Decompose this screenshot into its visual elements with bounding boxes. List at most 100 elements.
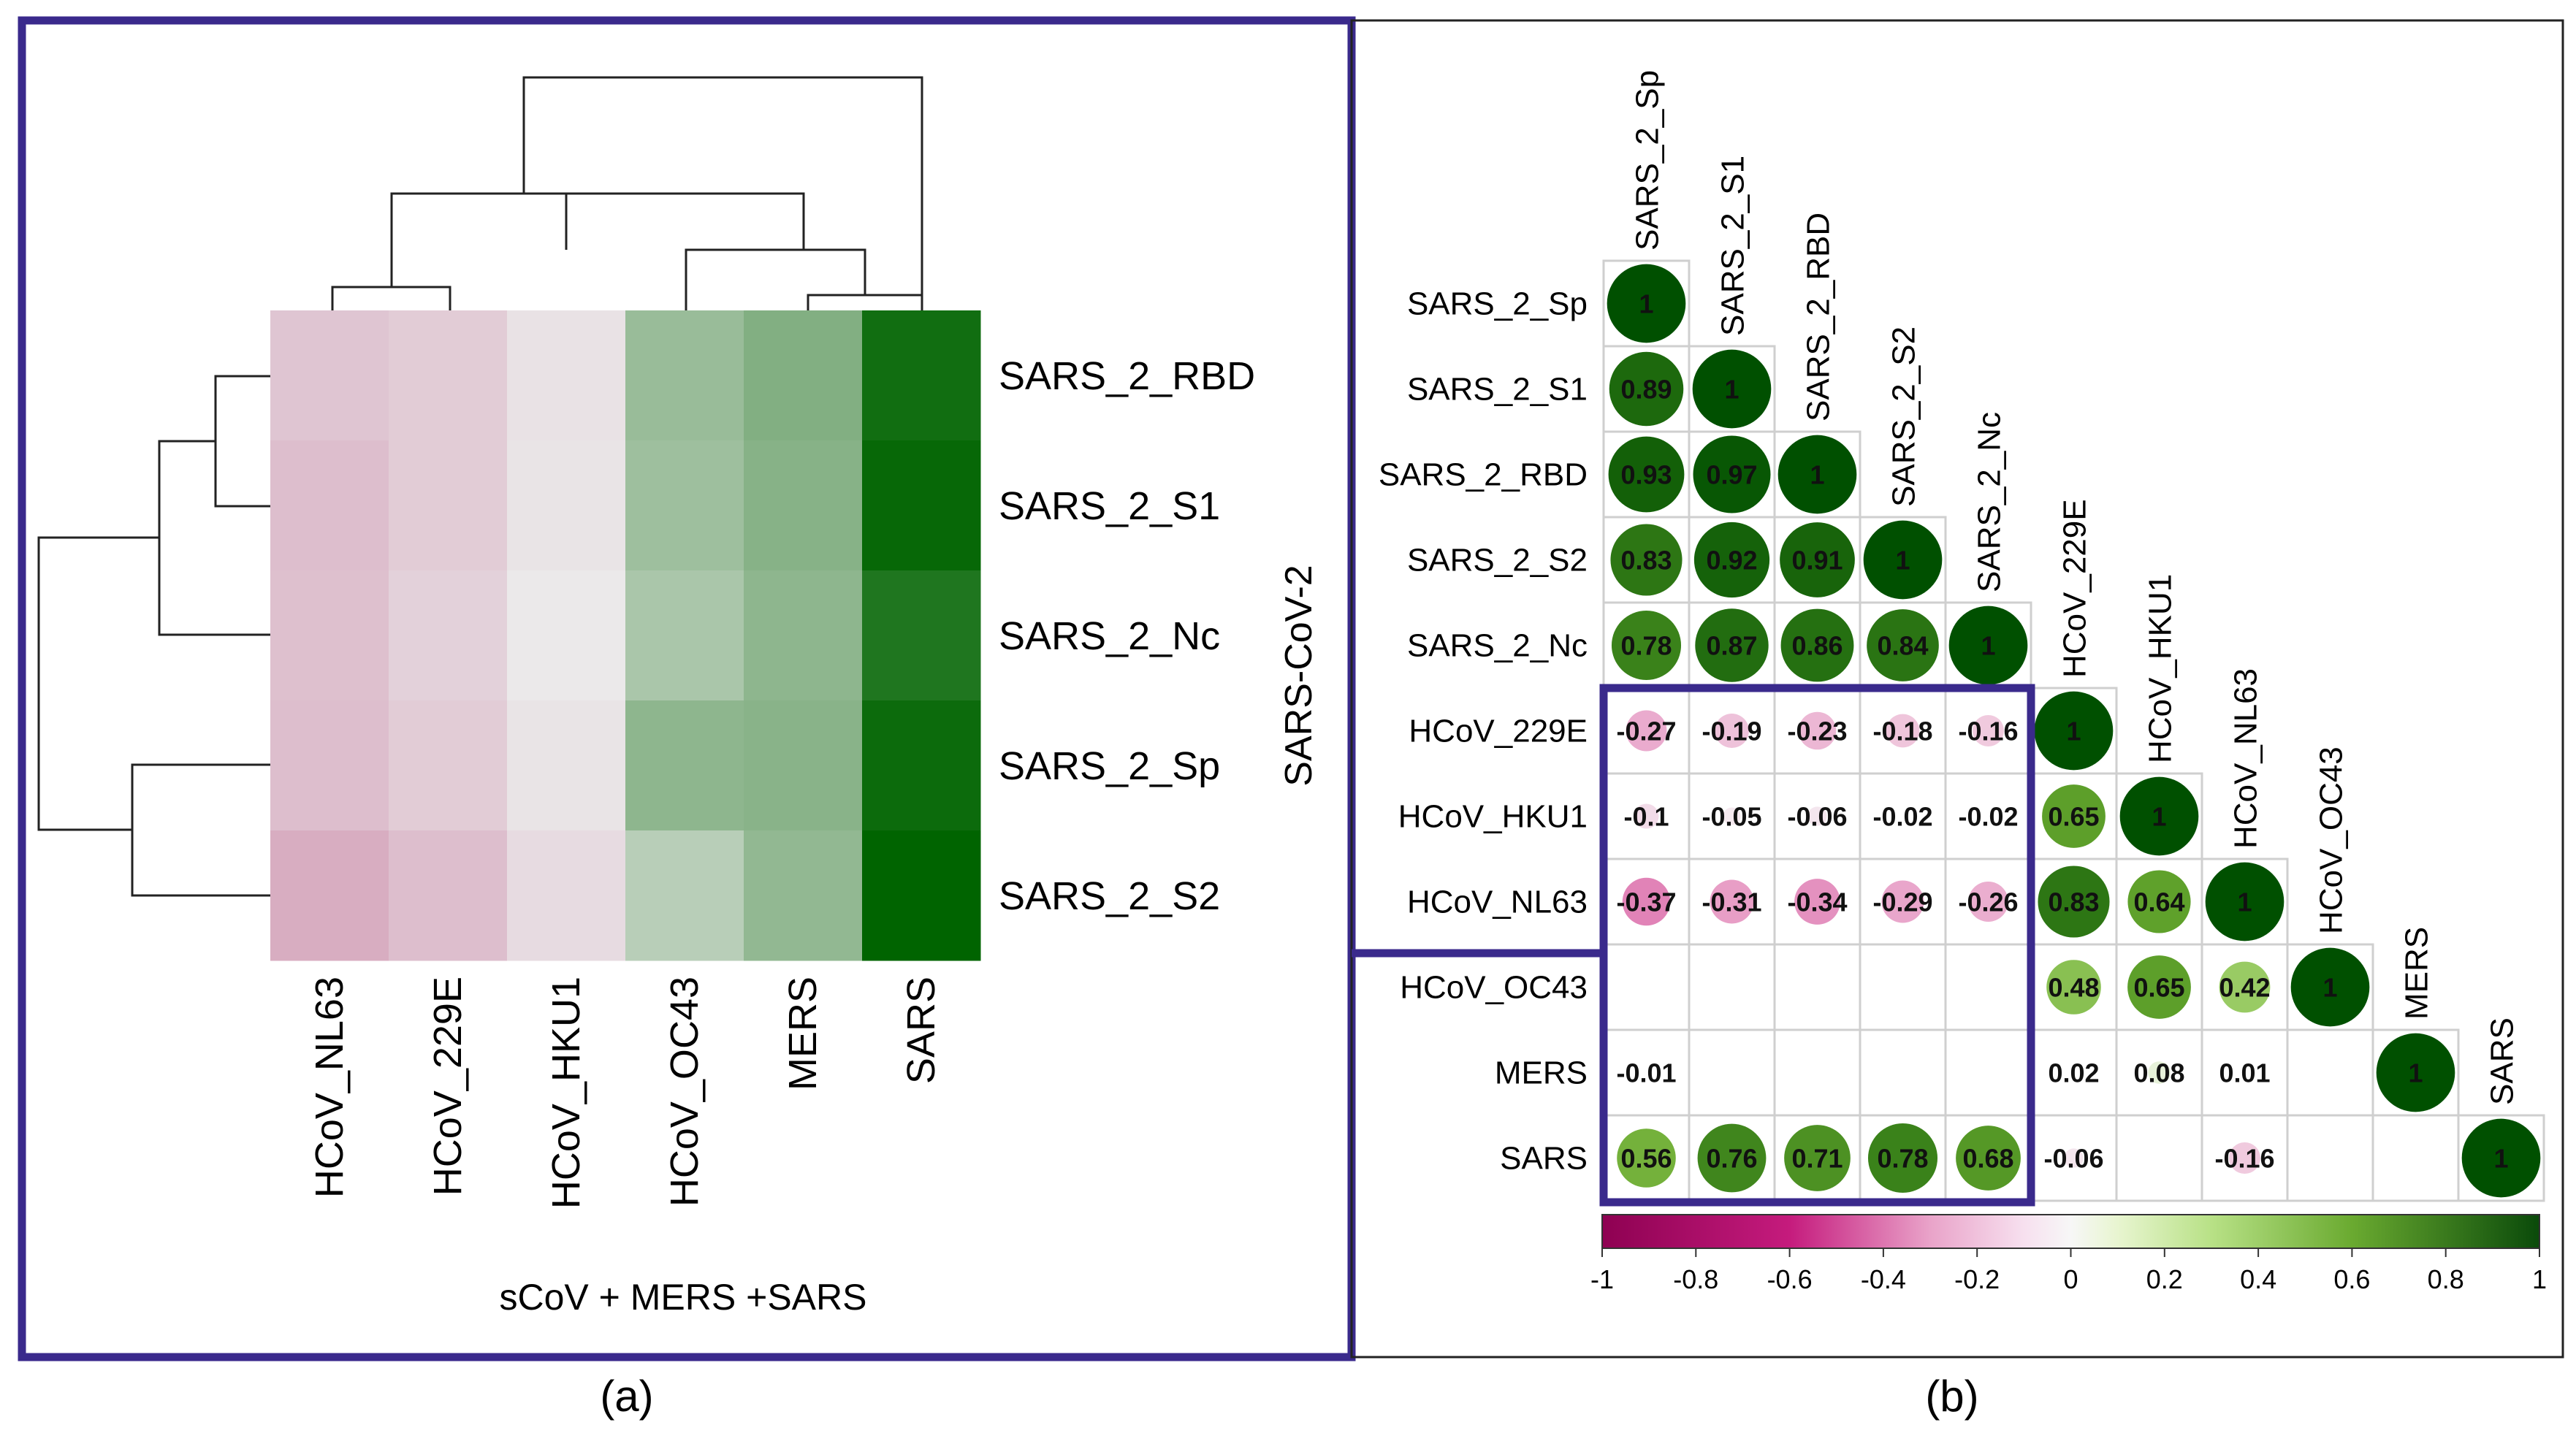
corr-row-label: HCoV_OC43 — [1400, 970, 1588, 1006]
heatmap-cell — [862, 830, 981, 961]
heatmap-cell — [625, 440, 744, 571]
corr-circle — [1863, 520, 1943, 600]
corr-value-label: 1 — [2322, 973, 2337, 1003]
corr-value-label: 0.48 — [2048, 973, 2099, 1003]
heatmap-cell — [625, 310, 744, 441]
heatmap-row-label: SARS_2_RBD — [999, 354, 1255, 398]
corr-value-label: -0.23 — [1787, 717, 1847, 746]
corr-value-label: -0.19 — [1702, 717, 1761, 746]
corr-circle — [1794, 879, 1840, 925]
corr-circle — [2064, 1148, 2084, 1168]
heatmap-cell — [270, 570, 389, 701]
corr-value-label: 0.78 — [1877, 1144, 1928, 1174]
grid-cell — [2200, 1028, 2289, 1117]
colorbar-tick-label: 0.8 — [2428, 1264, 2464, 1294]
heatmap-cell — [744, 310, 863, 441]
heatmap-cell — [744, 700, 863, 831]
heatmap-cell — [389, 830, 508, 961]
corr-circle — [1697, 1123, 1767, 1193]
heatmap-cell — [270, 310, 389, 441]
corr-value-label: 0.65 — [2048, 802, 2099, 832]
corr-circle — [2127, 955, 2191, 1019]
heatmap-cell — [507, 570, 626, 701]
grid-cell — [1944, 1028, 2032, 1117]
grid-cell — [1859, 1028, 1947, 1117]
corr-value-label: -0.27 — [1616, 717, 1676, 746]
panel-b-frame — [1350, 19, 2564, 1359]
corr-value-label: -0.05 — [1702, 802, 1761, 832]
heatmap-cell — [625, 830, 744, 961]
corr-row-label: HCoV_HKU1 — [1398, 799, 1588, 835]
heatmap-cell — [389, 700, 508, 831]
corr-value-label: 1 — [1895, 546, 1910, 576]
heatmap-cell — [270, 700, 389, 831]
corr-circle — [1807, 806, 1827, 826]
heatmap-cell — [862, 700, 981, 831]
corr-circle — [1881, 880, 1924, 923]
corr-value-label: 0.87 — [1706, 631, 1757, 661]
corr-value-label: 1 — [1639, 289, 1653, 319]
corr-value-label: 0.93 — [1620, 460, 1672, 490]
corr-circle — [1693, 522, 1770, 598]
corr-circle — [2228, 1142, 2261, 1174]
corr-circle — [2376, 1033, 2455, 1112]
heatmap-col-label: HCoV_229E — [426, 977, 470, 1196]
heatmap-cell — [389, 440, 508, 571]
corr-circle — [1780, 522, 1855, 597]
heatmap-row-label: SARS_2_S1 — [999, 484, 1220, 528]
corr-circle — [1610, 524, 1683, 596]
corr-value-label: -0.06 — [1787, 802, 1847, 832]
colorbar-tick-label: 0 — [2063, 1264, 2078, 1294]
corr-col-label: SARS_2_S2 — [1886, 326, 1922, 507]
grid-cell — [2115, 1114, 2203, 1202]
corr-value-label: 1 — [1724, 375, 1739, 405]
colorbar-tick-label: 0.6 — [2333, 1264, 2370, 1294]
corr-col-label: HCoV_HKU1 — [2143, 574, 2179, 763]
heatmap-row-label: SARS_2_Sp — [999, 744, 1220, 788]
corr-circle — [2461, 1118, 2541, 1198]
corr-value-label: -0.29 — [1872, 887, 1932, 917]
corr-row-label: SARS — [1500, 1141, 1588, 1177]
corr-circle — [1634, 803, 1659, 829]
corr-value-label: -0.34 — [1787, 887, 1847, 917]
corr-value-label: 0.91 — [1791, 546, 1843, 576]
heatmap-cell — [625, 570, 744, 701]
heatmap-cell — [270, 830, 389, 961]
corr-circle — [1886, 714, 1920, 748]
corr-col-label: HCoV_229E — [2057, 499, 2093, 678]
corr-circle — [2034, 691, 2114, 771]
heatmap-cell — [862, 440, 981, 571]
grid-cell — [2371, 1114, 2460, 1202]
corr-circle — [1956, 1126, 2021, 1191]
heatmap-cell — [389, 570, 508, 701]
heatmap-col-label: MERS — [781, 977, 825, 1090]
corr-value-label: 0.84 — [1877, 631, 1928, 661]
corr-value-label: 1 — [2152, 802, 2166, 832]
colorbar-tick-label: -0.6 — [1767, 1264, 1813, 1294]
corr-value-label: 0.71 — [1791, 1144, 1843, 1174]
corr-value-label: 1 — [2237, 887, 2252, 917]
highlight-box-hcov — [1352, 684, 2035, 1207]
corr-value-label: -0.18 — [1872, 717, 1932, 746]
corr-row-label: SARS_2_Sp — [1407, 286, 1588, 322]
correlogram-cells: 1 0.89 1 0.93 0.97 1 0.83 0.92 0.91 1 0.78 0.87 0.86… — [1607, 264, 2541, 1198]
corr-circle — [1608, 436, 1685, 513]
colorbar-gradient — [1601, 1214, 2540, 1249]
corr-circle — [1715, 714, 1749, 748]
corr-col-label: HCoV_OC43 — [2314, 746, 2350, 934]
corr-row-label: HCoV_NL63 — [1407, 885, 1588, 920]
corr-col-label: SARS_2_S1 — [1715, 156, 1751, 336]
corr-col-label: SARS_2_Sp — [1630, 70, 1666, 251]
grid-cell — [1773, 1028, 1861, 1117]
colorbar-tick-label: 1 — [2532, 1264, 2547, 1294]
corr-value-label: 0.76 — [1706, 1144, 1757, 1174]
corr-circle — [1972, 714, 2005, 747]
corr-value-label: 0.08 — [2133, 1058, 2184, 1088]
heatmap-cell — [389, 310, 508, 441]
corr-circle — [1777, 435, 1857, 514]
corr-circle — [2042, 784, 2106, 848]
corr-value-label: -0.16 — [1958, 717, 2018, 746]
heatmap-cell — [744, 440, 863, 571]
colorbar-tick-label: -0.2 — [1954, 1264, 2000, 1294]
